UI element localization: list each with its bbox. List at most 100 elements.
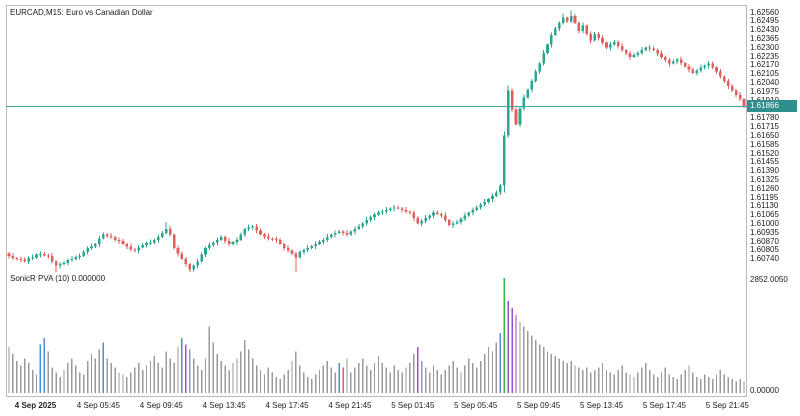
candle-body — [447, 220, 451, 225]
candle-body — [510, 90, 514, 110]
candle-body — [274, 239, 278, 241]
candle-body — [703, 65, 707, 68]
candle-body — [314, 243, 317, 246]
price-axis[interactable]: 1.61866 2852.0050 0.00000 1.62560 1.62495… — [747, 0, 800, 416]
candle-body — [227, 241, 231, 244]
candle-body — [66, 260, 70, 263]
candle-body — [208, 245, 211, 248]
candle-body — [443, 215, 447, 221]
candle-body — [23, 259, 26, 262]
candle-body — [727, 81, 730, 86]
candle-body — [475, 207, 479, 211]
candle-body — [235, 239, 239, 242]
candle-body — [707, 63, 710, 66]
candle-body — [105, 234, 109, 236]
candle-body — [648, 47, 651, 49]
candle-body — [337, 231, 341, 234]
price-axis-label: 1.62495 — [750, 16, 779, 26]
candle-body — [341, 231, 345, 234]
candle-body — [180, 253, 184, 259]
candle-body — [526, 89, 530, 98]
candle-body — [200, 254, 203, 262]
candle-body — [514, 109, 518, 125]
candle-body — [671, 61, 675, 64]
candle-body — [632, 54, 636, 57]
current-price-line — [6, 106, 747, 108]
candle-body — [652, 48, 655, 51]
candle-body — [109, 235, 113, 238]
price-axis-label: 1.61390 — [750, 166, 779, 176]
candle-body — [251, 226, 254, 228]
candle-body — [565, 17, 569, 22]
candle-body — [82, 252, 85, 257]
time-axis-label: 4 Sep 17:45 — [265, 401, 309, 410]
candle-body — [538, 63, 541, 72]
candle-body — [212, 242, 215, 246]
candle-body — [43, 254, 46, 256]
candle-body — [326, 237, 329, 240]
candle-body — [683, 62, 687, 67]
candle-body — [294, 253, 298, 258]
candle-body — [408, 211, 412, 213]
candle-body — [239, 234, 243, 240]
candle-body — [113, 237, 117, 240]
candle-body — [738, 94, 742, 99]
time-axis[interactable]: 4 Sep 2025 4 Sep 05:45 4 Sep 09:45 4 Sep 13… — [0, 399, 800, 416]
candle-body — [223, 237, 227, 242]
candle-body — [31, 257, 34, 259]
candle-body — [385, 210, 388, 212]
candle-body — [86, 247, 89, 253]
current-price-badge: 1.61866 — [747, 100, 797, 113]
price-axis-label: 1.62235 — [750, 51, 779, 61]
candle-body — [428, 215, 431, 219]
candle-body — [711, 63, 714, 68]
candle-body — [518, 108, 522, 125]
candle-body — [723, 76, 726, 82]
price-axis-label: 1.61325 — [750, 175, 779, 184]
price-axis-label: 1.62105 — [750, 69, 779, 79]
candle-body — [557, 22, 561, 29]
candle-body — [491, 195, 494, 200]
candle-body — [605, 42, 608, 48]
candle-body — [502, 135, 506, 186]
candle-body — [74, 256, 78, 259]
candle-body — [381, 211, 384, 213]
candle-body — [522, 97, 526, 109]
candle-body — [546, 44, 549, 53]
candle-body — [286, 247, 290, 251]
candlestick-chart[interactable] — [7, 6, 746, 272]
volume-histogram[interactable] — [7, 272, 746, 395]
candle-body — [160, 233, 164, 238]
candle-body — [7, 253, 11, 257]
candle-body — [39, 254, 42, 256]
candle-body — [451, 223, 455, 225]
candle-body — [282, 243, 286, 248]
price-axis-label: 1.62560 — [750, 7, 779, 17]
candle-body — [593, 33, 596, 41]
candle-body — [420, 220, 424, 224]
price-axis-label: 1.61780 — [750, 113, 779, 123]
candle-body — [730, 85, 734, 91]
time-axis-label: 4 Sep 05:45 — [76, 401, 120, 410]
candle-body — [345, 233, 349, 235]
candle-body — [377, 212, 380, 215]
candle-body — [581, 25, 585, 32]
candle-body — [467, 212, 471, 216]
price-axis-label: 1.60870 — [750, 236, 779, 246]
candle-body — [479, 204, 482, 208]
time-axis-label: 5 Sep 09:45 — [517, 401, 561, 410]
candle-body — [679, 59, 683, 63]
price-axis-label: 1.61195 — [750, 192, 779, 202]
candle-body — [459, 218, 463, 223]
candle-body — [656, 50, 659, 54]
price-axis-label: 1.61455 — [750, 157, 779, 167]
price-axis-label: 1.61000 — [750, 219, 779, 229]
indicator-panel[interactable]: SonicR PVA (10) 0.000000 — [6, 272, 747, 397]
candle-body — [373, 214, 376, 217]
candle-body — [204, 247, 207, 255]
candle-body — [620, 45, 624, 51]
main-chart-panel[interactable]: EURCAD,M15: Euro vs Canadian Dollar — [6, 5, 747, 273]
candle-body — [719, 71, 722, 77]
candle-body — [322, 239, 325, 242]
candle-body — [664, 56, 667, 61]
